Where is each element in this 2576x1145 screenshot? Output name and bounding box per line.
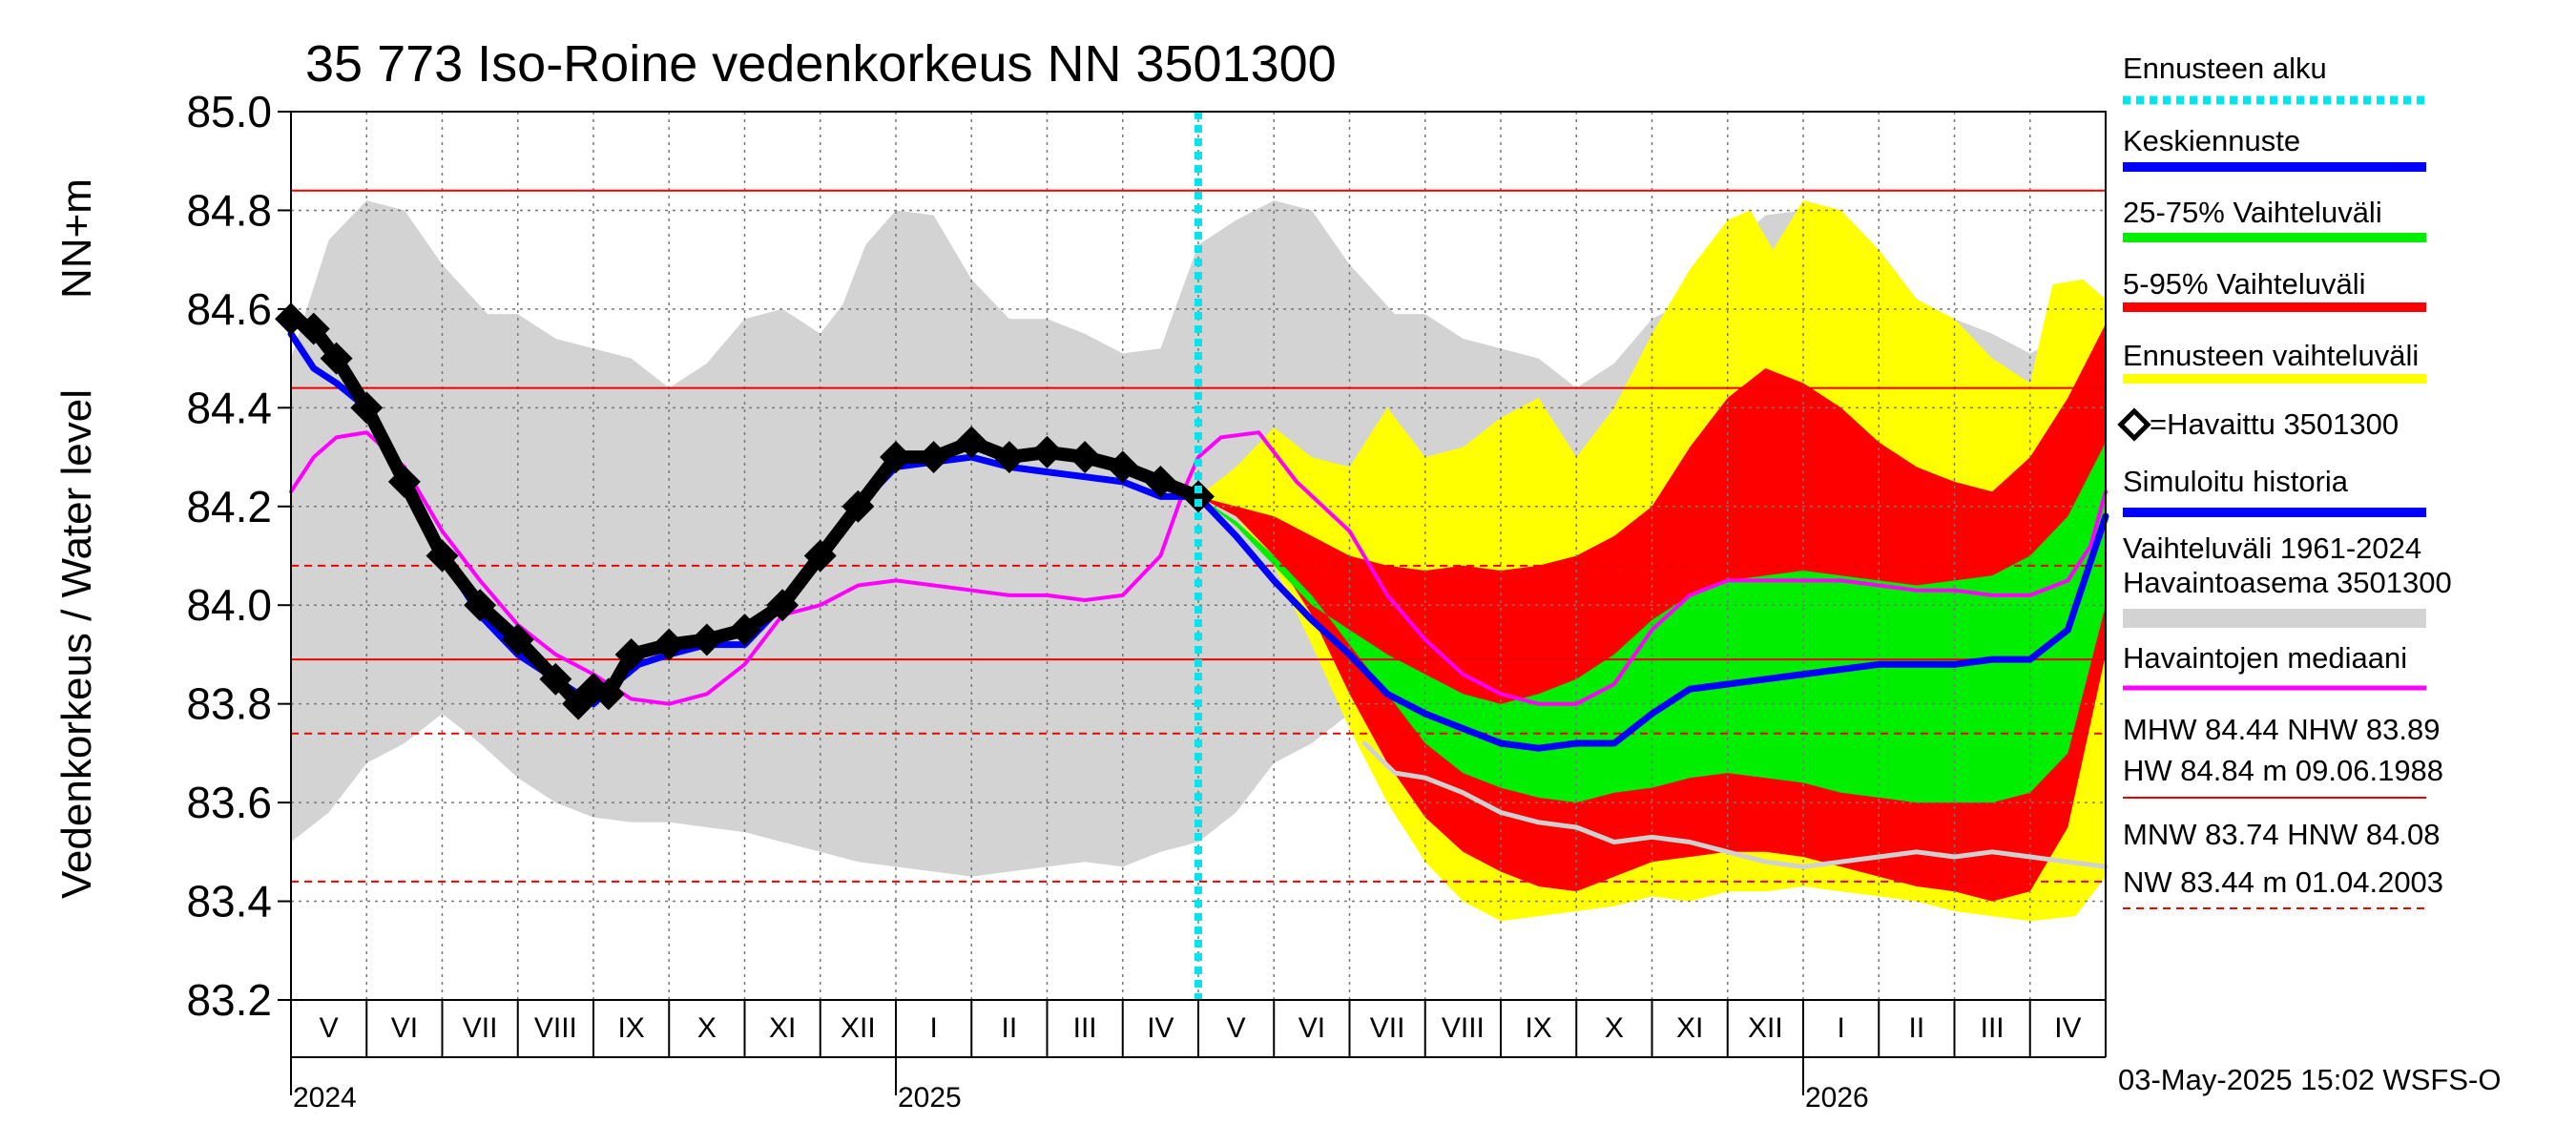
month-label: VII — [1370, 1012, 1405, 1044]
year-label: 2025 — [898, 1082, 962, 1114]
chart-title: 35 773 Iso-Roine vedenkorkeus NN 3501300 — [305, 35, 1337, 93]
observed-marker — [653, 628, 686, 661]
month-label: X — [1605, 1012, 1624, 1044]
observed-marker — [464, 589, 497, 622]
observed-marker — [539, 662, 572, 696]
stats-nw: NW 83.44 m 01.04.2003 — [2123, 865, 2443, 899]
month-label: IX — [617, 1012, 644, 1044]
y-tick-label: 84.0 — [186, 580, 272, 630]
legend-25-75-range: 25-75% Vaihteluväli — [2123, 196, 2426, 242]
month-label: VII — [463, 1012, 498, 1044]
observed-marker — [992, 441, 1026, 474]
y-tick-label: 83.8 — [186, 679, 272, 729]
observed-marker — [917, 441, 950, 474]
stats-mhw-nhw: MHW 84.44 NHW 83.89 — [2123, 713, 2441, 746]
legend-forecast-range: Ennusteen vaihteluväli — [2123, 339, 2426, 384]
mean-forecast-line — [1195, 492, 2109, 752]
legend-forecast-start: Ennusteen alku — [2123, 52, 2426, 105]
month-label: VI — [1298, 1012, 1325, 1044]
month-label: II — [1909, 1012, 1925, 1044]
month-label: VI — [391, 1012, 418, 1044]
y-tick-label: 84.6 — [186, 284, 272, 334]
timestamp: 03-May-2025 15:02 WSFS-O — [2118, 1063, 2501, 1096]
y-axis-title: Vedenkorkeus / Water level — [53, 389, 100, 899]
month-label: III — [1981, 1012, 2005, 1044]
legend-label: 5-95% Vaihteluväli — [2123, 267, 2365, 301]
legend-label: Havaintojen mediaani — [2123, 641, 2407, 675]
observed-marker — [387, 465, 421, 498]
median-line — [289, 430, 2108, 706]
simulated-history-continuation-line — [1361, 740, 2109, 869]
observed-marker — [1144, 465, 1177, 498]
observed-marker — [841, 489, 875, 523]
month-label: V — [1227, 1012, 1246, 1044]
y-tick-label: 83.2 — [186, 975, 272, 1025]
month-label: XI — [769, 1012, 796, 1044]
y-tick-label: 83.6 — [186, 778, 272, 827]
plot-area: 83.2 83.4 83.6 83.8 84.0 84.2 84.4 84.6 84.8 85.0… — [53, 87, 2109, 1114]
y-tick-label: 84.4 — [186, 383, 272, 432]
observed-marker — [803, 539, 837, 572]
month-label: VIII — [1442, 1012, 1485, 1044]
month-label: II — [1002, 1012, 1018, 1044]
legend-label: Ennusteen alku — [2123, 52, 2327, 85]
month-label: V — [320, 1012, 339, 1044]
observed-marker — [320, 342, 353, 375]
legend-observed: =Havaittu 3501300 — [2117, 407, 2399, 442]
y-tick-label: 84.8 — [186, 185, 272, 235]
observed-marker — [728, 614, 761, 647]
observed-marker — [880, 441, 912, 474]
legend-historical-range: Vaihteluväli 1961-2024 Havaintoasema 350… — [2123, 531, 2452, 628]
month-label: I — [1837, 1012, 1844, 1044]
month-label: VIII — [534, 1012, 577, 1044]
observed-line — [284, 312, 1205, 711]
observed-marker — [766, 589, 800, 622]
month-label: III — [1073, 1012, 1097, 1044]
observed-marker — [592, 677, 625, 711]
stats-hw: HW 84.84 m 09.06.1988 — [2123, 754, 2443, 787]
month-label: XII — [841, 1012, 876, 1044]
legend: Ennusteen alku Keskiennuste 25-75% Vaihtel… — [2117, 52, 2452, 909]
observed-marker — [297, 312, 330, 345]
legend-label: Ennusteen vaihteluväli — [2123, 339, 2419, 372]
legend-label: 25-75% Vaihteluväli — [2123, 196, 2382, 229]
month-label: I — [929, 1012, 937, 1044]
legend-label-2: Havaintoasema 3501300 — [2123, 566, 2452, 599]
year-label: 2026 — [1805, 1082, 1869, 1114]
legend-median: Havaintojen mediaani — [2123, 641, 2426, 691]
observed-marker-icon — [2117, 407, 2151, 442]
observed-marker — [690, 623, 723, 656]
observed-marker — [955, 426, 988, 459]
month-label: IV — [1147, 1012, 1174, 1044]
observed-marker — [614, 637, 648, 671]
legend-simulated-history: Simuloitu historia — [2123, 465, 2426, 517]
legend-5-95-range: 5-95% Vaihteluväli — [2123, 267, 2426, 312]
month-label: XI — [1676, 1012, 1703, 1044]
observed-marker — [426, 539, 459, 572]
observed-marker — [1069, 441, 1102, 474]
legend-label: =Havaittu 3501300 — [2150, 407, 2399, 441]
y-axis-unit: NN+m — [53, 178, 100, 299]
y-tick-label: 83.4 — [186, 877, 272, 926]
legend-label: Vaihteluväli 1961-2024 — [2123, 531, 2421, 565]
legend-label: Simuloitu historia — [2123, 465, 2349, 498]
observed-marker — [350, 391, 384, 425]
month-label: X — [697, 1012, 717, 1044]
month-label: IV — [2054, 1012, 2081, 1044]
month-label: IX — [1525, 1012, 1551, 1044]
y-tick-label: 85.0 — [186, 87, 272, 136]
stats-mnw-hnw: MNW 83.74 HNW 84.08 — [2123, 818, 2441, 851]
month-label: XII — [1748, 1012, 1783, 1044]
legend-label: Keskiennuste — [2123, 124, 2300, 157]
year-label: 2024 — [293, 1082, 357, 1114]
y-tick-label: 84.2 — [186, 482, 272, 531]
observed-marker — [501, 623, 534, 656]
observed-marker — [1030, 435, 1064, 468]
legend-mean-forecast: Keskiennuste — [2123, 124, 2426, 172]
observed-marker — [1106, 450, 1139, 484]
